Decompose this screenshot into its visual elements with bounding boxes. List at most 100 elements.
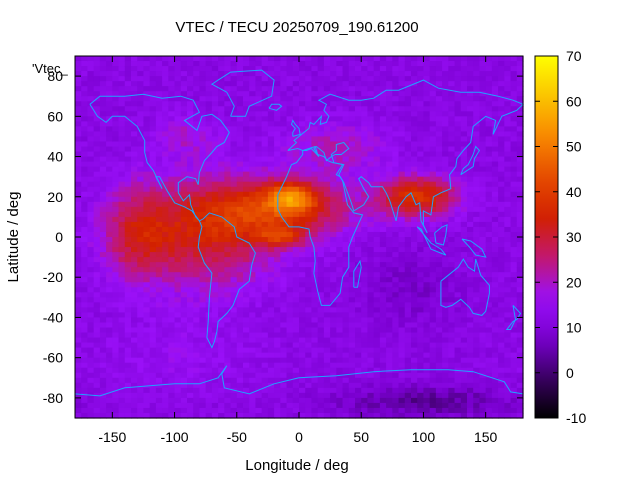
heatmap-cell	[404, 392, 412, 399]
heatmap-cell	[162, 141, 169, 148]
heatmap-cell	[299, 176, 306, 183]
heatmap-cell	[379, 387, 387, 394]
heatmap-cell	[398, 181, 406, 188]
heatmap-cell	[498, 292, 505, 298]
heatmap-cell	[491, 141, 499, 148]
heatmap-cell	[305, 297, 313, 303]
heatmap-cell	[118, 221, 126, 228]
heatmap-cell	[429, 367, 437, 374]
heatmap-cell	[187, 176, 194, 183]
heatmap-cell	[149, 392, 157, 399]
heatmap-cell	[448, 372, 456, 379]
heatmap-cell	[261, 216, 269, 223]
heatmap-cell	[473, 337, 481, 344]
heatmap-cell	[118, 292, 126, 298]
heatmap-cell	[131, 412, 138, 419]
heatmap-cell	[423, 221, 431, 228]
heatmap-cell	[112, 252, 120, 258]
heatmap-cell	[149, 156, 157, 163]
heatmap-cell	[224, 247, 232, 253]
heatmap-cell	[417, 352, 425, 359]
heatmap-cell	[348, 111, 356, 117]
heatmap-cell	[249, 252, 257, 258]
heatmap-cell	[131, 297, 138, 303]
heatmap-cell	[143, 176, 151, 183]
heatmap-cell	[379, 116, 387, 122]
heatmap-cell	[249, 61, 257, 67]
heatmap-cell	[255, 387, 263, 394]
heatmap-cell	[473, 116, 481, 122]
heatmap-cell	[87, 131, 95, 138]
heatmap-cell	[106, 186, 113, 193]
heatmap-cell	[348, 166, 356, 173]
heatmap-cell	[498, 262, 505, 268]
heatmap-cell	[311, 61, 319, 67]
heatmap-cell	[280, 61, 288, 67]
heatmap-cell	[342, 387, 350, 394]
heatmap-cell	[429, 402, 437, 409]
heatmap-cell	[93, 282, 101, 288]
heatmap-cell	[230, 342, 238, 349]
heatmap-cell	[155, 101, 163, 107]
heatmap-cell	[99, 186, 107, 193]
heatmap-cell	[299, 287, 306, 293]
heatmap-cell	[174, 56, 182, 62]
heatmap-cell	[75, 116, 82, 122]
heatmap-cell	[336, 377, 344, 384]
heatmap-cell	[99, 257, 107, 263]
heatmap-cell	[411, 201, 418, 208]
heatmap-cell	[87, 282, 95, 288]
heatmap-cell	[442, 91, 449, 97]
heatmap-cell	[330, 392, 337, 399]
heatmap-cell	[317, 146, 325, 153]
heatmap-cell	[379, 247, 387, 253]
heatmap-cell	[299, 61, 306, 67]
heatmap-cell	[149, 96, 157, 102]
heatmap-cell	[317, 81, 325, 87]
heatmap-cell	[205, 191, 213, 198]
heatmap-cell	[485, 161, 493, 168]
heatmap-cell	[305, 231, 313, 238]
heatmap-cell	[168, 312, 176, 319]
heatmap-cell	[336, 191, 344, 198]
heatmap-cell	[261, 206, 269, 213]
heatmap-cell	[174, 297, 182, 303]
heatmap-cell	[361, 362, 369, 369]
heatmap-cell	[336, 237, 344, 243]
heatmap-cell	[187, 211, 194, 218]
heatmap-cell	[168, 81, 176, 87]
heatmap-cell	[498, 146, 505, 153]
heatmap-cell	[342, 231, 350, 238]
heatmap-cell	[249, 136, 257, 143]
heatmap-cell	[193, 397, 201, 404]
heatmap-cell	[87, 347, 95, 354]
heatmap-cell	[361, 81, 369, 87]
heatmap-cell	[467, 247, 474, 253]
heatmap-cell	[355, 171, 362, 178]
heatmap-cell	[442, 211, 449, 218]
heatmap-cell	[386, 247, 393, 253]
heatmap-cell	[404, 272, 412, 278]
heatmap-cell	[75, 367, 82, 374]
heatmap-cell	[261, 357, 269, 364]
heatmap-cell	[162, 357, 169, 364]
heatmap-cell	[373, 282, 381, 288]
heatmap-cell	[373, 362, 381, 369]
heatmap-cell	[168, 407, 176, 414]
heatmap-cell	[280, 237, 288, 243]
heatmap-cell	[330, 407, 337, 414]
heatmap-cell	[87, 327, 95, 334]
heatmap-cell	[392, 337, 400, 344]
heatmap-cell	[118, 392, 126, 399]
heatmap-cell	[137, 352, 145, 359]
heatmap-cell	[311, 131, 319, 138]
heatmap-cell	[199, 101, 207, 107]
heatmap-cell	[367, 282, 375, 288]
heatmap-cell	[467, 71, 474, 77]
heatmap-cell	[392, 242, 400, 248]
heatmap-cell	[485, 81, 493, 87]
heatmap-cell	[255, 252, 263, 258]
heatmap-cell	[236, 272, 244, 278]
heatmap-cell	[199, 337, 207, 344]
heatmap-cell	[112, 397, 120, 404]
